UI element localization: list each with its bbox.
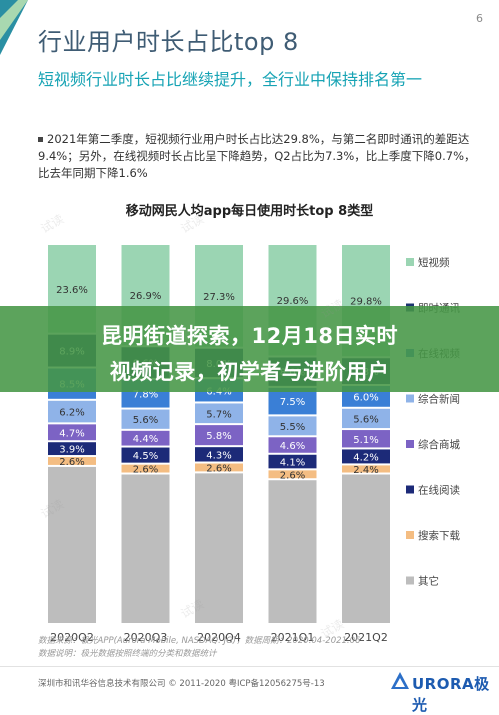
bar-segment bbox=[121, 447, 170, 463]
data-label: 3.9% bbox=[59, 445, 84, 456]
data-source: 数据来源：极光APP(Aurora Mobile, NASDAQ: JG)，数据… bbox=[38, 635, 360, 661]
data-label: 4.4% bbox=[133, 434, 158, 445]
subtitle: 短视频行业时长占比继续提升，全行业中保持排名第一 bbox=[38, 70, 423, 89]
data-label: 2.6% bbox=[133, 465, 158, 476]
legend-swatch bbox=[406, 258, 414, 266]
legend-swatch bbox=[406, 531, 414, 539]
legend-swatch bbox=[406, 576, 414, 585]
summary-text: 2021年第二季度，短视频行业用户时长占比达29.8%，与第二名即时通讯的差距达… bbox=[38, 132, 476, 180]
data-label: 4.5% bbox=[133, 451, 158, 462]
data-label: 2.4% bbox=[353, 465, 378, 476]
source-line-1: 数据来源：极光APP(Aurora Mobile, NASDAQ: JG)，数据… bbox=[38, 636, 361, 646]
page-title: 行业用户时长占比top 8 bbox=[38, 28, 299, 56]
bar-segment bbox=[48, 442, 96, 456]
data-label: 27.3% bbox=[203, 292, 235, 303]
x-tick-label: 2021Q1 bbox=[271, 631, 315, 644]
data-label: 4.1% bbox=[280, 458, 305, 469]
bar-segment bbox=[268, 480, 317, 623]
overlay-banner bbox=[0, 306, 499, 392]
data-label: 5.6% bbox=[133, 415, 158, 426]
data-label: 5.7% bbox=[206, 409, 231, 420]
data-label: 29.6% bbox=[277, 296, 309, 307]
legend-label: 综合商城 bbox=[418, 438, 460, 451]
data-label: 5.6% bbox=[353, 414, 378, 425]
legend-label: 综合新闻 bbox=[418, 393, 460, 406]
data-label: 26.9% bbox=[130, 291, 162, 302]
data-label: 29.8% bbox=[350, 297, 382, 308]
bar-segment bbox=[342, 465, 390, 473]
bar-segment bbox=[195, 447, 243, 462]
bullet-icon bbox=[38, 137, 43, 142]
bar-segment bbox=[195, 403, 243, 424]
data-label: 5.8% bbox=[206, 431, 231, 442]
bar-segment bbox=[195, 463, 243, 472]
legend-label: 其它 bbox=[418, 575, 439, 588]
bar-segment bbox=[195, 473, 243, 623]
bar-segment bbox=[121, 409, 170, 429]
data-label: 5.5% bbox=[280, 422, 305, 433]
x-tick-label: 2020Q3 bbox=[124, 631, 168, 644]
legend-swatch bbox=[406, 440, 414, 448]
banner-line-2: 视频记录，初学者与进阶用户 bbox=[109, 360, 390, 384]
chart-title: 移动网民人均app每日使用时长top 8类型 bbox=[125, 204, 374, 219]
data-label: 23.6% bbox=[56, 285, 88, 296]
bar-segment bbox=[195, 425, 243, 446]
legend-label: 在线阅读 bbox=[418, 484, 460, 497]
data-label: 6.2% bbox=[59, 408, 84, 419]
bar-segment bbox=[48, 466, 96, 623]
source-line-2: 数据说明：极光数据按照终端的分类和数据统计 bbox=[38, 649, 217, 659]
bar-segment bbox=[121, 474, 170, 623]
data-label: 4.6% bbox=[280, 441, 305, 452]
data-label: 4.2% bbox=[353, 452, 378, 463]
data-label: 2.6% bbox=[206, 463, 231, 474]
data-label: 2.6% bbox=[59, 457, 84, 468]
data-label: 4.7% bbox=[59, 428, 84, 439]
bar-segment bbox=[48, 400, 96, 423]
legend-swatch bbox=[406, 485, 414, 494]
legend-swatch bbox=[406, 394, 414, 403]
aurora-logo-icon bbox=[391, 672, 409, 689]
bar-segment bbox=[342, 430, 390, 448]
bar-segment bbox=[268, 416, 317, 436]
data-label: 5.1% bbox=[353, 435, 378, 446]
data-label: 7.5% bbox=[280, 397, 305, 408]
bar-segment bbox=[48, 457, 96, 465]
x-tick-label: 2021Q2 bbox=[344, 631, 388, 644]
corner-decoration-icon bbox=[0, 0, 28, 55]
page-number: 6 bbox=[476, 12, 483, 25]
bar-segment bbox=[342, 449, 390, 464]
bar-segment bbox=[268, 437, 317, 453]
banner-line-1: 昆明街道探索，12月18日实时 bbox=[101, 324, 398, 348]
data-label: 4.3% bbox=[206, 450, 231, 461]
bar-segment bbox=[268, 454, 317, 469]
bar-segment bbox=[121, 430, 170, 446]
brand-name: URORA极光 bbox=[412, 675, 490, 714]
legend-label: 短视频 bbox=[418, 256, 450, 269]
bar-segment bbox=[342, 474, 390, 623]
bar-segment bbox=[268, 387, 317, 415]
legend-label: 搜索下载 bbox=[418, 529, 460, 542]
data-label: 6.0% bbox=[353, 392, 378, 403]
data-label: 7.8% bbox=[133, 390, 158, 401]
bar-segment bbox=[121, 464, 170, 473]
footer-divider bbox=[0, 666, 499, 667]
x-tick-label: 2020Q2 bbox=[50, 631, 94, 644]
bar-segment bbox=[342, 408, 390, 429]
bar-segment bbox=[268, 470, 317, 479]
copyright-text: 深圳市和讯华谷信息技术有限公司 © 2011-2020 粤ICP备1205627… bbox=[38, 679, 325, 689]
x-tick-label: 2020Q4 bbox=[197, 631, 241, 644]
bar-segment bbox=[48, 424, 96, 441]
summary-paragraph: 2021年第二季度，短视频行业用户时长占比达29.8%，与第二名即时通讯的差距达… bbox=[38, 131, 478, 182]
data-label: 2.6% bbox=[280, 470, 305, 481]
